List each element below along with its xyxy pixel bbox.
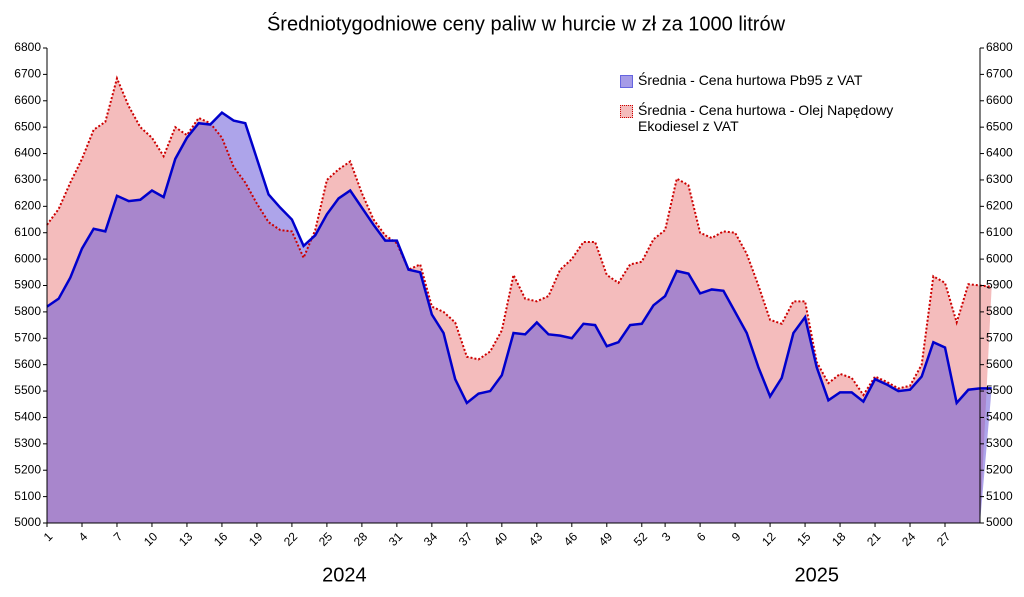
legend-label: Średnia - Cena hurtowa - Olej Napędowy E… [638,102,894,134]
y-tick-label: 6800 [14,40,41,54]
y2-tick-label: 5800 [986,304,1013,318]
y-tick-label: 5900 [14,278,41,292]
legend: Średnia - Cena hurtowa Pb95 z VAT Średnia… [620,72,950,148]
y-tick-label: 5200 [14,462,41,476]
legend-swatch [620,75,633,88]
x-tick-label: 1 [41,529,56,544]
y2-tick-label: 5000 [986,515,1013,529]
x-tick-label: 4 [76,529,91,544]
y-tick-label: 5800 [14,304,41,318]
y-tick-label: 6000 [14,251,41,265]
y2-tick-label: 6300 [986,172,1013,186]
x-group-label: 2025 [794,564,839,586]
y-tick-label: 6100 [14,225,41,239]
y-tick-label: 5700 [14,330,41,344]
y2-tick-label: 5300 [986,436,1013,450]
y-tick-label: 5600 [14,357,41,371]
x-tick-label: 34 [421,529,441,549]
x-tick-label: 18 [829,529,849,549]
x-tick-label: 21 [864,529,884,549]
x-tick-label: 12 [759,529,779,549]
legend-swatch [620,105,633,118]
x-tick-label: 52 [631,529,651,549]
y-tick-label: 5400 [14,410,41,424]
y2-tick-label: 6500 [986,119,1013,133]
x-tick-label: 49 [596,529,616,549]
y2-tick-label: 6200 [986,199,1013,213]
x-tick-label: 19 [246,529,266,549]
x-tick-label: 25 [316,529,336,549]
x-tick-label: 43 [526,529,546,549]
y2-tick-label: 6400 [986,146,1013,160]
y-tick-label: 6700 [14,67,41,81]
legend-entry: Średnia - Cena hurtowa - Olej Napędowy E… [620,102,950,134]
x-tick-label: 3 [659,529,674,544]
y-tick-label: 6600 [14,93,41,107]
x-tick-label: 6 [694,529,709,544]
y2-tick-label: 5400 [986,410,1013,424]
x-group-label: 2024 [322,564,367,586]
x-tick-label: 28 [351,529,371,549]
x-tick-label: 31 [386,529,406,549]
y2-tick-label: 5200 [986,462,1013,476]
line [46,111,992,406]
x-tick-label: 15 [794,529,814,549]
y2-tick-label: 6800 [986,40,1013,54]
y-tick-label: 5300 [14,436,41,450]
legend-label: Średnia - Cena hurtowa Pb95 z VAT [638,72,863,88]
chart-title: Średniotygodniowe ceny paliw w hurcie w … [267,11,786,35]
y2-tick-label: 5100 [986,489,1013,503]
y-tick-label: 5100 [14,489,41,503]
x-tick-label: 46 [561,529,581,549]
legend-entry: Średnia - Cena hurtowa Pb95 z VAT [620,72,950,88]
x-tick-label: 40 [491,529,511,549]
x-tick-label: 7 [111,529,126,544]
y-tick-label: 6400 [14,146,41,160]
x-tick-label: 24 [899,529,919,549]
y-tick-label: 6500 [14,119,41,133]
y2-tick-label: 6600 [986,93,1013,107]
x-tick-label: 27 [934,529,954,549]
x-tick-label: 13 [176,529,196,549]
x-tick-label: 22 [281,529,301,549]
y2-tick-label: 5900 [986,278,1013,292]
y2-tick-label: 6000 [986,251,1013,265]
y-tick-label: 6300 [14,172,41,186]
area [47,112,992,524]
line [46,75,992,397]
x-tick-label: 37 [456,529,476,549]
y2-tick-label: 5600 [986,357,1013,371]
y2-tick-label: 5700 [986,330,1013,344]
y2-tick-label: 6700 [986,67,1013,81]
y2-tick-label: 5500 [986,383,1013,397]
y-tick-label: 5000 [14,515,41,529]
x-tick-label: 10 [141,529,161,549]
x-tick-label: 16 [211,529,231,549]
y-tick-label: 6200 [14,199,41,213]
x-tick-label: 9 [729,529,744,544]
y-tick-label: 5500 [14,383,41,397]
y2-tick-label: 6100 [986,225,1013,239]
